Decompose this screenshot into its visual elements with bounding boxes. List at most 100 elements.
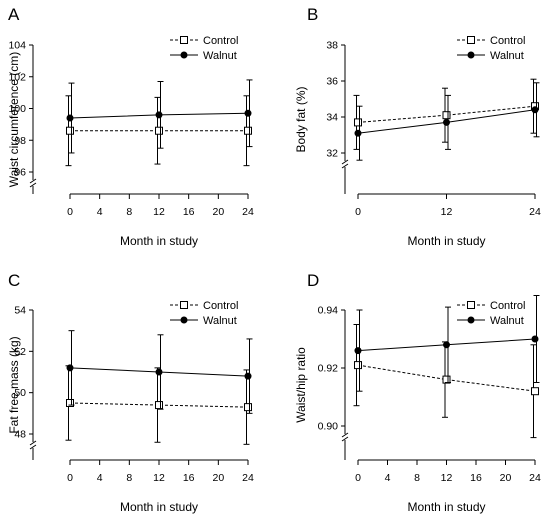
y-axis-label: Waist/hip ratio <box>294 347 308 423</box>
data-point <box>531 387 539 396</box>
y-axis-break <box>29 444 37 450</box>
x-tick-label: 24 <box>529 206 541 218</box>
x-tick-label: 4 <box>97 206 103 218</box>
legend-marker <box>467 36 475 44</box>
legend-marker <box>467 316 475 324</box>
x-tick-label: 8 <box>126 206 132 218</box>
legend-marker <box>180 51 188 59</box>
y-tick-label: 0.92 <box>318 363 339 375</box>
legend-label: Walnut <box>490 315 524 327</box>
panel-label: D <box>307 271 319 290</box>
legend-item: Walnut <box>170 315 237 327</box>
x-tick-label: 12 <box>441 472 453 484</box>
y-axis-break <box>341 159 349 165</box>
panel-label: C <box>8 271 20 290</box>
data-point <box>354 361 362 370</box>
y-tick-label: 102 <box>8 71 26 83</box>
panel-b: B 32 34 36 38 0 12 24 Month in study Body fat (%)… <box>294 5 541 248</box>
data-point <box>66 364 74 372</box>
y-tick-label: 38 <box>326 40 338 52</box>
x-tick-label: 0 <box>67 472 73 484</box>
data-point <box>66 399 74 407</box>
y-axis-break <box>341 436 349 442</box>
y-axis-label: Fat free mass (kg) <box>7 336 21 433</box>
legend-marker <box>180 316 188 324</box>
series-walnut <box>354 295 540 392</box>
x-axis-label: Month in study <box>120 234 198 248</box>
legend-item: Control <box>457 300 525 312</box>
x-tick-label: 24 <box>242 472 254 484</box>
x-tick-label: 24 <box>242 206 254 218</box>
legend-item: Control <box>457 35 525 47</box>
x-axis-label: Month in study <box>120 500 198 514</box>
x-tick-label: 0 <box>355 472 361 484</box>
x-tick-label: 8 <box>414 472 420 484</box>
x-tick-label: 4 <box>385 472 391 484</box>
legend-marker <box>467 51 475 59</box>
x-tick-label: 20 <box>212 206 224 218</box>
data-point <box>244 109 252 117</box>
x-axis-label: Month in study <box>407 500 485 514</box>
series-walnut <box>66 79 253 154</box>
y-axis-label: Waist circumference (cm) <box>7 52 21 188</box>
x-tick-label: 8 <box>126 472 132 484</box>
y-tick-label: 32 <box>326 148 338 160</box>
legend-label: Walnut <box>203 50 237 62</box>
series-walnut <box>66 330 253 414</box>
legend-item: Walnut <box>170 50 237 62</box>
y-tick-label: 0.94 <box>318 305 339 317</box>
legend-marker <box>180 36 188 44</box>
data-point <box>244 403 252 412</box>
data-point <box>155 126 163 135</box>
x-tick-label: 24 <box>529 472 541 484</box>
y-tick-label: 104 <box>8 40 26 52</box>
legend-item: Control <box>170 35 238 47</box>
x-tick-label: 12 <box>153 472 165 484</box>
data-point <box>155 111 163 119</box>
y-axis-label: Body fat (%) <box>294 86 308 152</box>
data-point <box>443 341 450 349</box>
series-control <box>353 324 539 439</box>
legend-marker <box>467 301 475 309</box>
data-point <box>531 335 539 343</box>
x-tick-label: 16 <box>183 472 195 484</box>
series-control <box>65 365 252 445</box>
y-tick-label: 34 <box>326 112 338 124</box>
legend-item: Control <box>170 300 238 312</box>
legend-item: Walnut <box>457 50 524 62</box>
data-point <box>155 368 163 376</box>
data-point <box>66 126 74 135</box>
y-tick-label: 100 <box>8 103 26 115</box>
data-point <box>531 106 539 114</box>
data-point <box>354 129 362 137</box>
data-point <box>66 114 74 122</box>
y-axis-break <box>29 440 37 446</box>
y-tick-label: 50 <box>14 387 26 399</box>
data-point <box>442 375 451 384</box>
x-tick-label: 20 <box>212 472 224 484</box>
series-control <box>353 78 539 150</box>
data-point <box>354 347 362 355</box>
panel-a: A 96 98 100 102 104 0 4 8 12 16 20 24 Month in study W… <box>7 5 254 248</box>
x-tick-label: 20 <box>500 472 512 484</box>
x-tick-label: 0 <box>67 206 73 218</box>
y-axis-break <box>341 163 349 169</box>
legend-label: Walnut <box>203 315 237 327</box>
x-tick-label: 12 <box>153 206 165 218</box>
panel-label: A <box>8 5 20 24</box>
y-tick-label: 96 <box>14 167 26 179</box>
series-walnut <box>354 82 540 161</box>
data-point <box>442 111 451 120</box>
panel-d: D 0.90 0.92 0.94 0 4 8 12 16 20 24 Month in study Wa… <box>294 271 541 514</box>
x-tick-label: 16 <box>183 206 195 218</box>
y-tick-label: 52 <box>14 346 26 358</box>
x-tick-label: 4 <box>97 472 103 484</box>
x-axis-label: Month in study <box>407 234 485 248</box>
data-point <box>155 401 163 410</box>
y-tick-label: 54 <box>14 305 26 317</box>
y-axis-break <box>29 182 37 188</box>
legend-marker <box>180 301 188 309</box>
y-tick-label: 48 <box>14 429 26 441</box>
